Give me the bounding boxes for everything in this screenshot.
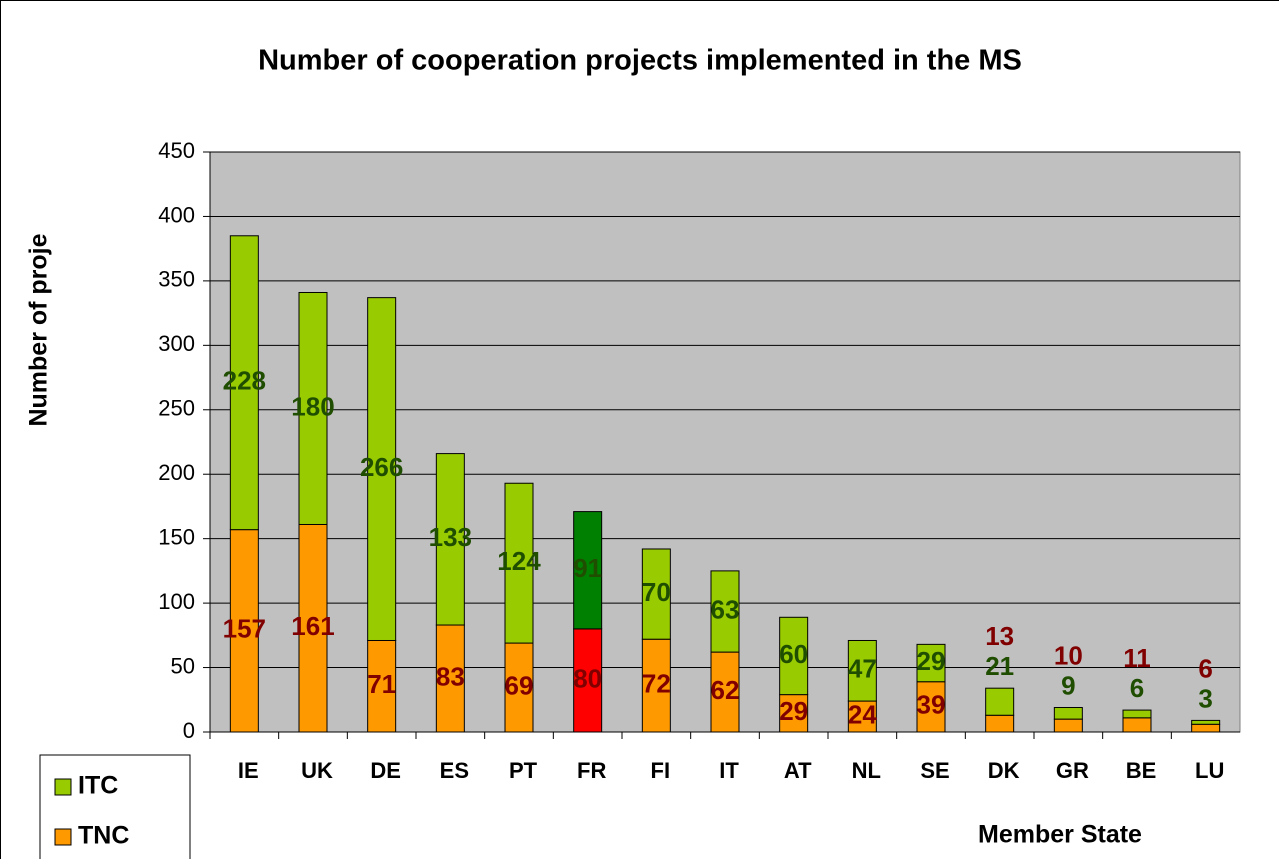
bar-segment: [1122, 709, 1152, 719]
data-label: 29: [917, 646, 946, 676]
bar-segment: [1053, 707, 1083, 720]
data-label: 60: [779, 639, 808, 669]
x-tick-label: IE: [238, 758, 259, 783]
data-label: 6: [1198, 653, 1212, 683]
bar-segment: [710, 570, 740, 653]
x-tick-label: FR: [577, 758, 606, 783]
data-label: 24: [848, 699, 877, 729]
x-tick-label: SE: [920, 758, 949, 783]
bar-segment: [298, 291, 328, 525]
bar-segment: [985, 714, 1015, 733]
data-label: 266: [360, 452, 403, 482]
bar-segment: [504, 642, 534, 733]
data-label: 63: [711, 594, 740, 624]
data-label: 3: [1198, 683, 1212, 713]
bar-segment: [504, 482, 534, 644]
y-tick-label: 450: [158, 138, 195, 163]
data-label: 72: [642, 668, 671, 698]
data-label: 9: [1061, 670, 1075, 700]
x-tick-label: PT: [509, 758, 538, 783]
data-label: 6: [1130, 673, 1144, 703]
legend-items: ITC TNC: [54, 772, 129, 850]
data-label: 10: [1054, 640, 1083, 670]
bar-segment: [1122, 717, 1152, 733]
chart-title: Number of cooperation projects implement…: [258, 45, 1022, 77]
data-label: 69: [505, 670, 534, 700]
bar-segment: [367, 297, 397, 641]
y-tick-label: 100: [158, 589, 195, 614]
data-label: 29: [779, 696, 808, 726]
bar-segment: [1191, 719, 1221, 725]
bar-segment: [367, 639, 397, 733]
data-label: 70: [642, 577, 671, 607]
x-tick-label: DK: [988, 758, 1020, 783]
y-tick-label: 200: [158, 460, 195, 485]
bar-segment: [779, 616, 809, 696]
bars: [229, 235, 1221, 733]
y-tick-label: 50: [171, 653, 195, 678]
x-axis-label: Member State: [978, 821, 1142, 849]
data-label: 11: [1123, 643, 1151, 673]
data-label: 80: [573, 663, 602, 693]
x-tick-label: AT: [784, 758, 812, 783]
bar-segment: [1191, 723, 1221, 733]
x-tick-label: UK: [301, 758, 333, 783]
x-tick-label: ES: [440, 758, 469, 783]
data-label: 13: [985, 621, 1014, 651]
data-label: 39: [917, 690, 946, 720]
bar-segment: [435, 453, 465, 626]
bar-segment: [985, 687, 1015, 716]
data-label: 62: [711, 675, 740, 705]
legend-label: ITC: [78, 772, 118, 800]
bar-segment: [298, 523, 328, 733]
bar-segment: [710, 651, 740, 733]
bar-segment: [641, 548, 671, 640]
bar-segment: [573, 511, 603, 630]
data-label: 161: [291, 611, 334, 641]
data-label: 83: [436, 661, 465, 691]
legend-swatch: [54, 828, 72, 846]
bar-segment: [916, 643, 946, 683]
x-tick-label: BE: [1126, 758, 1157, 783]
bar-segment: [573, 628, 603, 733]
y-tick-label: 150: [158, 524, 195, 549]
y-axis-label: Number of proje: [25, 233, 53, 426]
data-label: 124: [497, 546, 541, 576]
bar-segment: [641, 638, 671, 733]
x-tick-label: LU: [1195, 758, 1224, 783]
legend-swatch: [54, 778, 72, 796]
data-label: 47: [848, 654, 877, 684]
bar-segment: [1053, 718, 1083, 733]
y-tick-label: 300: [158, 331, 195, 356]
x-tick-label: DE: [370, 758, 401, 783]
bar-segment: [779, 694, 809, 733]
data-label: 21: [985, 651, 1014, 681]
data-label: 157: [223, 614, 266, 644]
x-tick-label: FI: [651, 758, 671, 783]
y-tick-label: 350: [158, 267, 195, 292]
bar-segment: [229, 235, 259, 531]
data-label: 91: [573, 553, 602, 583]
grid: 0 50 100 150 200 250 300 350 400 450: [158, 138, 1240, 743]
labels: IE157228UK161180DE71266ES83133PT69124FR8…: [223, 366, 1225, 783]
x-tick-label: GR: [1056, 758, 1089, 783]
data-label: 180: [291, 391, 334, 421]
bar-segment: [847, 639, 877, 702]
y-tick-label: 250: [158, 396, 195, 421]
bar-segment: [229, 529, 259, 733]
data-label: 133: [429, 522, 472, 552]
x-tick-label: NL: [852, 758, 881, 783]
data-label: 71: [367, 669, 396, 699]
x-tick-label: IT: [719, 758, 739, 783]
data-label: 228: [223, 366, 266, 396]
y-tick-label: 0: [183, 718, 195, 743]
legend-label: TNC: [78, 822, 129, 850]
y-tick-label: 400: [158, 202, 195, 227]
bar-segment: [435, 624, 465, 733]
